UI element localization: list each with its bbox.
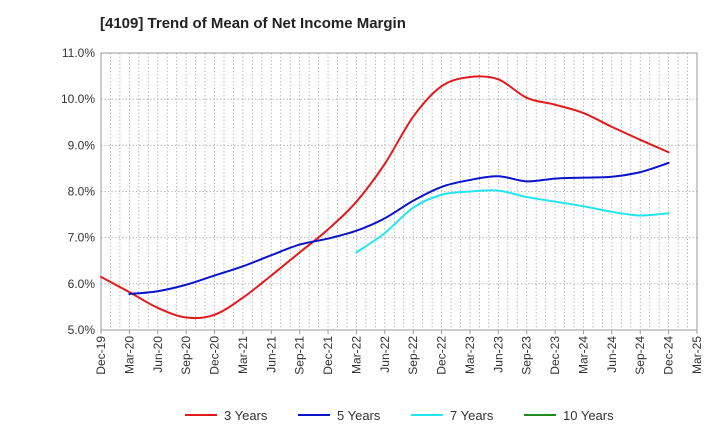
legend-label: 7 Years	[450, 408, 494, 423]
x-axis: Dec-19 Mar-20 Jun-20 Sep-20 Dec-20 Mar-21 Jun-…	[94, 330, 704, 375]
x-tick-label: Mar-23	[463, 336, 477, 374]
x-tick-label: Jun-24	[605, 336, 619, 373]
x-tick-label: Dec-24	[662, 336, 676, 375]
chart-title: [4109] Trend of Mean of Net Income Margi…	[100, 15, 406, 32]
x-tick-label: Mar-24	[576, 336, 590, 374]
x-tick-label: Sep-22	[406, 336, 420, 375]
x-tick-label: Sep-21	[293, 336, 307, 375]
y-tick-label: 6.0%	[68, 277, 96, 291]
plot-border	[100, 52, 698, 331]
y-tick-label: 10.0%	[61, 92, 95, 106]
x-tick-label: Jun-22	[378, 336, 392, 373]
x-tick-label: Dec-23	[548, 336, 562, 375]
x-tick-label: Mar-22	[349, 336, 363, 374]
y-tick-label: 11.0%	[62, 46, 95, 60]
x-tick-label: Dec-20	[208, 336, 222, 375]
x-tick-label: Sep-20	[179, 336, 193, 375]
y-tick-label: 8.0%	[68, 185, 96, 199]
y-tick-label: 5.0%	[68, 323, 96, 337]
x-tick-label: Sep-24	[633, 336, 647, 375]
x-tick-label: Mar-25	[690, 336, 704, 374]
y-tick-label: 7.0%	[68, 231, 96, 245]
y-axis: 5.0% 6.0% 7.0% 8.0% 9.0% 10.0% 11.0%	[61, 46, 95, 337]
series-line-1	[100, 75, 670, 320]
x-tick-label: Jun-21	[264, 336, 278, 373]
series-line-3	[355, 189, 670, 254]
x-tick-label: Sep-23	[520, 336, 534, 375]
x-tick-label: Mar-21	[236, 336, 250, 374]
legend: 3 Years 5 Years 7 Years 10 Years	[185, 408, 614, 423]
series-line-2	[128, 161, 670, 295]
x-tick-label: Jun-20	[151, 336, 165, 373]
x-tick-label: Jun-23	[491, 336, 505, 373]
legend-label: 5 Years	[337, 408, 381, 423]
x-tick-label: Dec-22	[435, 336, 449, 375]
grid	[101, 53, 697, 330]
legend-label: 10 Years	[563, 408, 614, 423]
y-tick-label: 9.0%	[68, 138, 96, 152]
x-tick-label: Dec-21	[321, 336, 335, 375]
series-lines	[100, 75, 670, 320]
x-tick-label: Dec-19	[94, 336, 108, 375]
x-tick-label: Mar-20	[122, 336, 136, 374]
legend-label: 3 Years	[224, 408, 268, 423]
